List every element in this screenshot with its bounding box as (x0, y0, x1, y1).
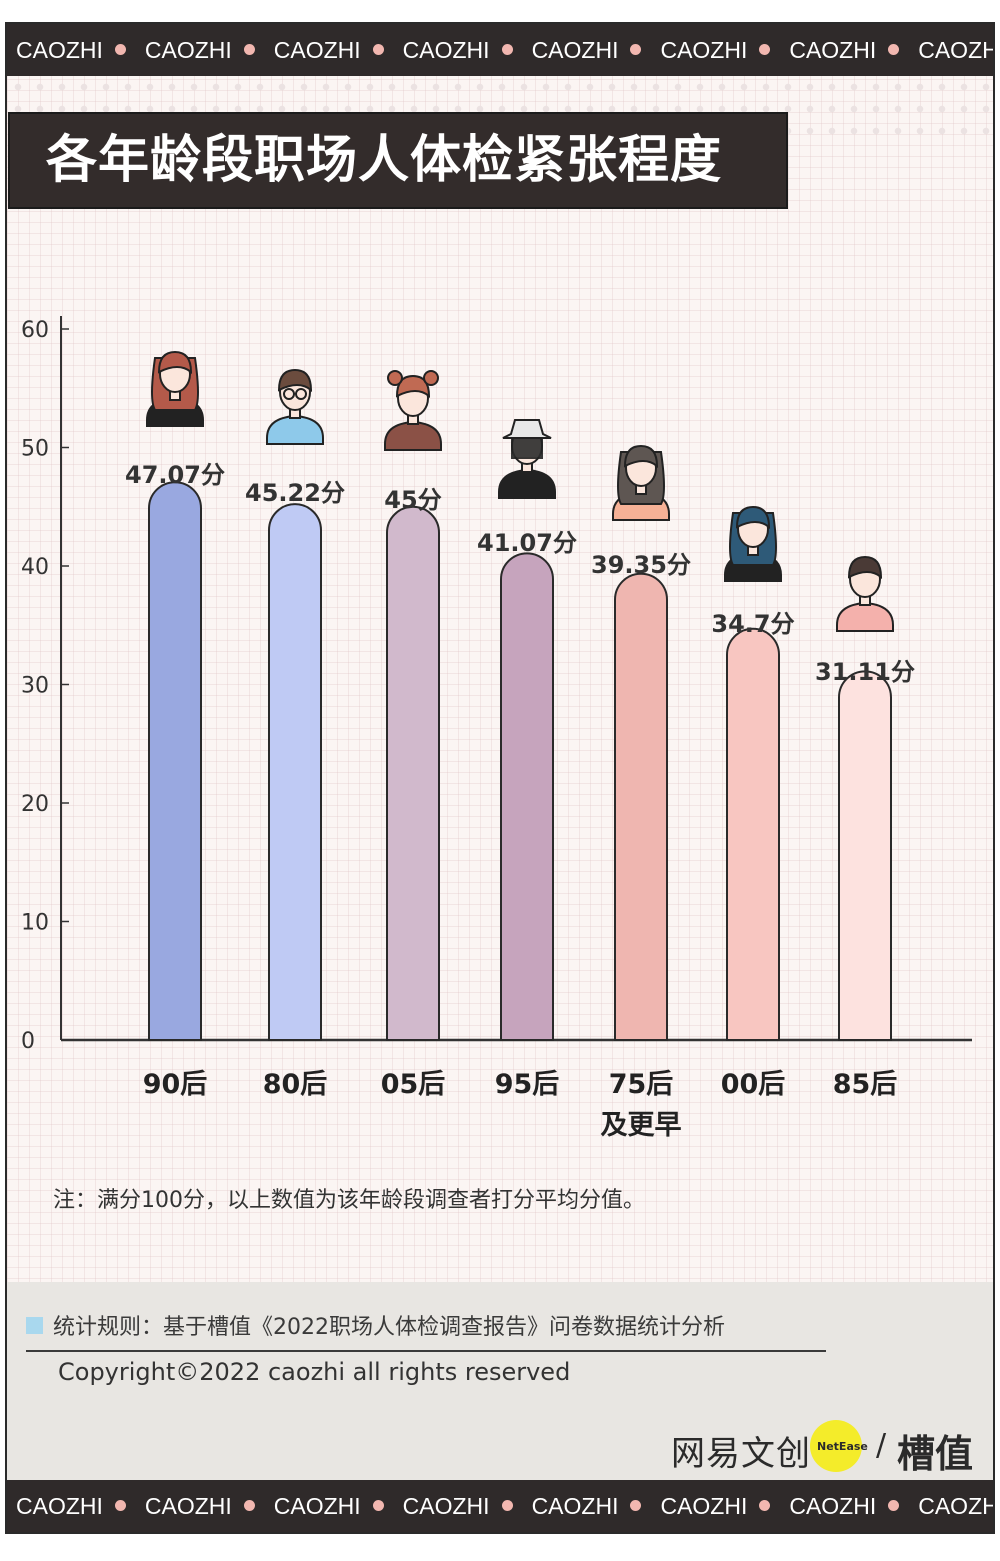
bar (614, 572, 668, 1041)
banner-dot-icon (114, 44, 126, 56)
data-label: 41.07分 (477, 529, 577, 557)
netease-wenchuang-logo: 网易文创 (671, 1434, 811, 1474)
x-tick-label: 05后 (381, 1069, 446, 1100)
x-tick-label: 95后 (495, 1069, 560, 1100)
square-bullet-icon (26, 1316, 43, 1334)
data-label: 45.22分 (245, 479, 345, 507)
top-banner: CAOZHI CAOZHI CAOZHI CAOZHI CAOZHI CAOZHI CAOZ… (7, 24, 993, 76)
infographic-frame: CAOZHI CAOZHI CAOZHI CAOZHI CAOZHI CAOZHI CAOZ… (5, 22, 995, 1534)
banner-text: CAOZHI (16, 1493, 103, 1519)
x-tick-label: 80后 (263, 1069, 328, 1100)
banner-text: CAOZHI (273, 37, 361, 63)
banner-text: CAOZHI (789, 37, 877, 63)
banner-text: CAOZHI (16, 37, 103, 63)
bar (386, 505, 440, 1041)
bucket-hat-person-icon (498, 419, 556, 499)
caozhi-logo: 槽值 (897, 1432, 974, 1476)
bar (838, 670, 892, 1041)
netease-en-logo: NetEase (817, 1440, 868, 1453)
double-bun-girl-icon (384, 370, 442, 451)
banner-text: CAOZHI (273, 1493, 361, 1519)
banner-dot-icon (114, 1500, 126, 1512)
footer: 统计规则：基于槽值《2022职场人体检调查报告》问卷数据统计分析 Copyrig… (7, 1282, 993, 1484)
banner-text: CAOZHI (144, 37, 232, 63)
banner-text: CAOZHI (918, 1493, 993, 1519)
netease-circle (810, 1420, 862, 1472)
banner-text: CAOZHI (531, 37, 619, 63)
wavy-hair-woman-icon (836, 555, 894, 632)
chart-note: 注：满分100分，以上数值为该年龄段调查者打分平均分值。 (53, 1188, 645, 1213)
copyright: Copyright©2022 caozhi all rights reserve… (58, 1358, 571, 1386)
stat-rules: 统计规则：基于槽值《2022职场人体检调查报告》问卷数据统计分析 (26, 1309, 826, 1352)
x-tick-label: 90后 (143, 1069, 208, 1100)
data-label: 45分 (384, 486, 441, 514)
banner-dot-icon (501, 44, 513, 56)
long-hair-woman-icon (146, 350, 204, 427)
banner-dot-icon (243, 1500, 255, 1512)
data-label: 31.11分 (815, 658, 915, 686)
banner-dot-icon (243, 44, 255, 56)
x-tick-label: 75后 (609, 1069, 674, 1100)
bar-chart: 0 10 20 30 40 50 60 47.07分 90后 45.22分 80后 45分 05后 41.… (21, 316, 972, 1141)
brand-logo: 网易文创 NetEase / 槽值 (671, 1420, 991, 1476)
banner-dot-icon (888, 1500, 900, 1512)
data-label: 34.7分 (711, 610, 794, 638)
bottom-banner: CAOZHI CAOZHI CAOZHI CAOZHI CAOZHI CAOZHI CAOZ… (7, 1480, 993, 1532)
y-tick-label: 50 (21, 437, 49, 462)
glasses-man-icon (266, 368, 324, 445)
blue-hair-girl-icon (724, 505, 782, 582)
y-tick-label: 10 (21, 911, 49, 936)
banner-dot-icon (888, 44, 900, 56)
bar (268, 503, 322, 1041)
banner-text: CAOZHI (402, 1493, 490, 1519)
banner-text: CAOZHI (531, 1493, 619, 1519)
banner-text: CAOZHI (402, 37, 490, 63)
banner-dot-icon (372, 44, 384, 56)
x-tick-label: 85后 (833, 1069, 898, 1100)
banner-dot-icon (759, 1500, 771, 1512)
x-tick-label: 00后 (721, 1069, 786, 1100)
banner-text: CAOZHI (144, 1493, 232, 1519)
curly-hair-woman-icon (612, 444, 670, 521)
x-tick-label: 及更早 (601, 1110, 682, 1141)
y-tick-label: 0 (21, 1029, 35, 1054)
y-tick-label: 30 (21, 674, 49, 699)
y-tick-label: 40 (21, 555, 49, 580)
banner-dot-icon (501, 1500, 513, 1512)
banner-text: CAOZHI (660, 1493, 748, 1519)
banner-dot-icon (759, 44, 771, 56)
page-title: 各年龄段职场人体检紧张程度 (8, 112, 788, 209)
data-label: 39.35分 (591, 551, 691, 579)
y-tick-label: 20 (21, 792, 49, 817)
bar (500, 552, 554, 1041)
banner-dot-icon (630, 44, 642, 56)
bar (726, 627, 780, 1041)
banner-text: CAOZHI (789, 1493, 877, 1519)
banner-text: CAOZHI (660, 37, 748, 63)
banner-dot-icon (372, 1500, 384, 1512)
bar (148, 481, 202, 1041)
brand-slash: / (876, 1428, 887, 1463)
data-label: 47.07分 (125, 461, 225, 489)
stat-rules-text: 统计规则：基于槽值《2022职场人体检调查报告》问卷数据统计分析 (53, 1315, 725, 1340)
y-tick-label: 60 (21, 318, 49, 343)
banner-text: CAOZHI (918, 37, 993, 63)
banner-dot-icon (630, 1500, 642, 1512)
